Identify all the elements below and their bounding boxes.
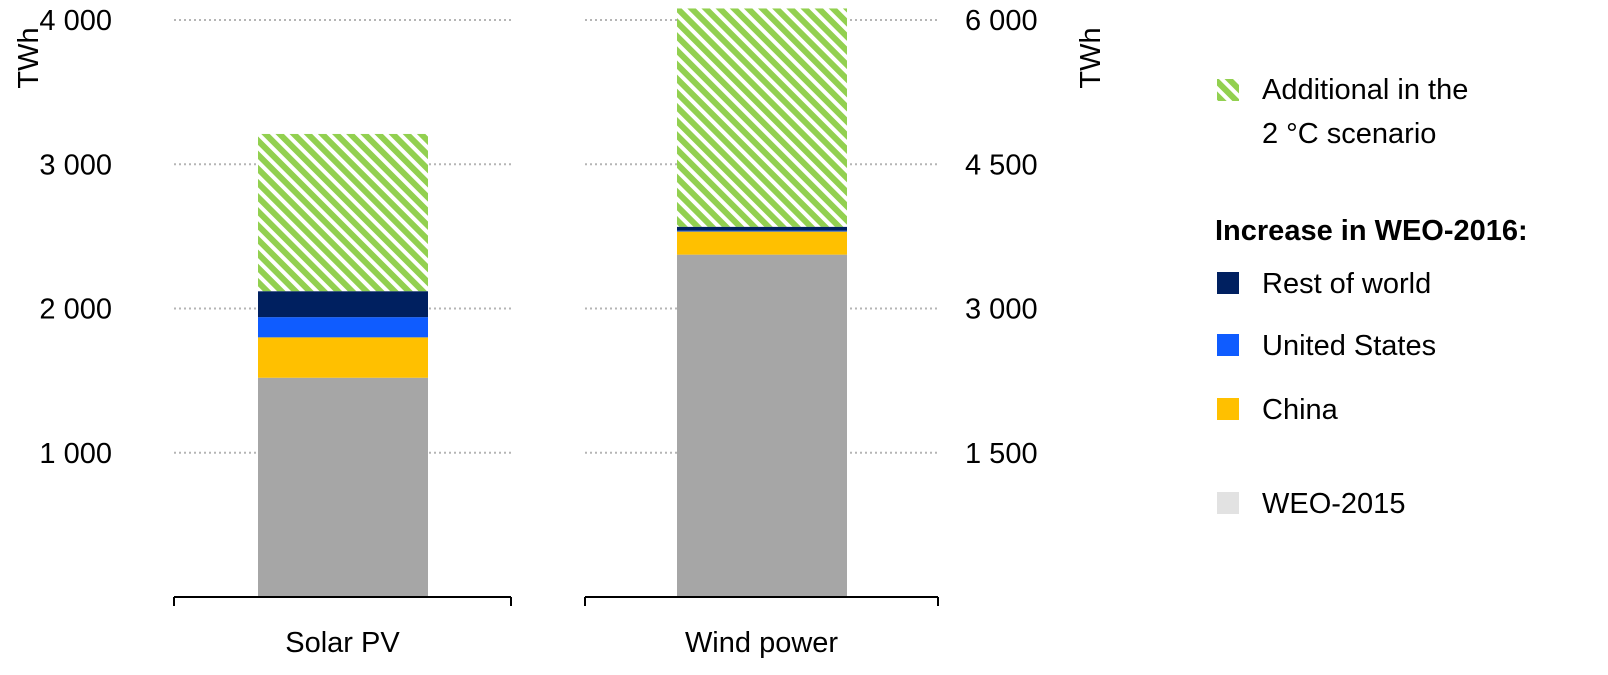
bar-segment [258, 317, 428, 338]
y-tick-label: 4 500 [965, 149, 1038, 181]
bar-segment [677, 231, 847, 255]
y-tick-label: 1 500 [965, 438, 1038, 470]
bar-segment [258, 291, 428, 318]
legend-swatch-additional [1217, 79, 1239, 101]
legend-swatch [1217, 492, 1239, 514]
legend-label: Rest of world [1262, 268, 1431, 300]
bar-segment [677, 254, 847, 597]
legend-label-additional: 2 °C scenario [1262, 118, 1436, 150]
legend-swatch [1217, 334, 1239, 356]
bar-segment [677, 230, 847, 232]
y-tick-label: 6 000 [965, 5, 1038, 37]
legend-swatch [1217, 398, 1239, 420]
y-axis-unit-label: TWh [1075, 27, 1107, 88]
bar-segment [677, 226, 847, 231]
legend-label: United States [1262, 330, 1436, 362]
legend-label: China [1262, 394, 1339, 426]
y-tick-label: 4 000 [39, 5, 112, 37]
bar-segment [258, 337, 428, 378]
y-tick-label: 2 000 [39, 294, 112, 326]
x-category-label: Wind power [685, 627, 838, 659]
bar-segment [258, 377, 428, 597]
legend-label: WEO-2015 [1262, 488, 1405, 520]
y-tick-label: 3 000 [965, 294, 1038, 326]
y-axis-unit-label: TWh [13, 27, 45, 88]
y-tick-label: 1 000 [39, 438, 112, 470]
bar-segment [677, 8, 847, 227]
bar-segment [258, 133, 428, 292]
legend-swatch [1217, 272, 1239, 294]
legend-label-additional: Additional in the [1262, 74, 1468, 106]
x-category-label: Solar PV [285, 627, 400, 659]
y-tick-label: 3 000 [39, 149, 112, 181]
legend-heading: Increase in WEO-2016: [1215, 215, 1528, 247]
legend: Additional in the 2 °C scenario Increase i… [1215, 74, 1528, 520]
